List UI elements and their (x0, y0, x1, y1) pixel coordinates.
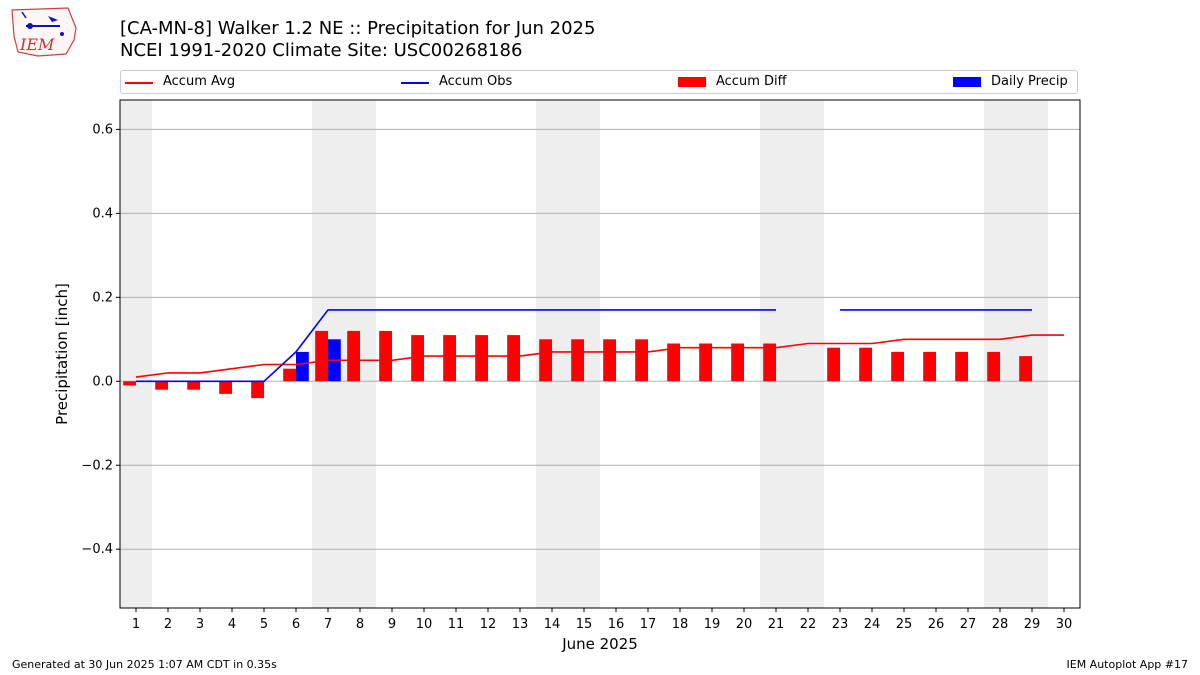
diff-bar-day-18 (667, 343, 680, 382)
weekend-band-1 (120, 100, 152, 608)
diff-bar-day-2 (155, 381, 168, 390)
diff-bar-day-8 (347, 330, 360, 382)
accum-obs-line-segment-0 (136, 309, 776, 383)
diff-bar-day-6 (283, 368, 296, 382)
diff-bar-day-1 (123, 381, 136, 386)
diff-bar-day-25 (891, 351, 904, 382)
legend-box-daily (953, 77, 981, 87)
diff-bar-day-14 (539, 339, 552, 382)
diff-bar-day-24 (859, 347, 872, 382)
iem-logo: IEM (11, 7, 77, 57)
title-line-2: NCEI 1991-2020 Climate Site: USC00268186 (120, 40, 523, 61)
daily-bar-day-6 (296, 351, 309, 382)
x-tick-label-17: 17 (640, 617, 657, 632)
x-tick-label-21: 21 (768, 617, 785, 632)
legend-label-obs: Accum Obs (439, 74, 513, 89)
x-tick-label-18: 18 (672, 617, 689, 632)
x-tick-label-27: 27 (960, 617, 977, 632)
y-axis-label: Precipitation [inch] (53, 283, 71, 425)
x-tick-label-19: 19 (704, 617, 721, 632)
diff-bar-day-4 (219, 381, 232, 394)
diff-bar-day-5 (251, 381, 264, 399)
accum-avg-line-segment-0 (135, 334, 1064, 378)
diff-bar-day-29 (1019, 356, 1032, 382)
x-tick-label-14: 14 (544, 617, 561, 632)
x-tick-label-25: 25 (896, 617, 913, 632)
x-tick-label-2: 2 (164, 617, 172, 632)
x-tick-label-3: 3 (196, 617, 204, 632)
x-tick-label-24: 24 (864, 617, 881, 632)
x-tick-label-23: 23 (832, 617, 849, 632)
x-tick-label-13: 13 (512, 617, 529, 632)
legend-line-obs (401, 82, 429, 84)
y-tick-label: 0.2 (92, 290, 113, 305)
diff-bar-day-15 (571, 339, 584, 382)
x-tick-label-11: 11 (448, 617, 465, 632)
y-tick-label: −0.2 (81, 458, 113, 473)
x-axis-label: June 2025 (561, 635, 638, 653)
footer-generated: Generated at 30 Jun 2025 1:07 AM CDT in … (12, 658, 277, 671)
x-tick-label-7: 7 (324, 617, 332, 632)
x-tick-label-6: 6 (292, 617, 300, 632)
diff-bar-day-9 (379, 330, 392, 382)
x-tick-label-29: 29 (1024, 617, 1041, 632)
x-tick-label-4: 4 (228, 617, 236, 632)
x-tick-label-9: 9 (388, 617, 396, 632)
x-tick-label-10: 10 (416, 617, 433, 632)
weekend-band-29 (1016, 100, 1048, 608)
x-tick-label-20: 20 (736, 617, 753, 632)
y-tick-label: 0.6 (92, 122, 113, 137)
diff-bar-day-19 (699, 343, 712, 382)
x-tick-label-16: 16 (608, 617, 625, 632)
diff-bar-day-7 (315, 330, 328, 382)
x-tick-label-22: 22 (800, 617, 817, 632)
x-tick-label-8: 8 (356, 617, 364, 632)
x-tick-label-28: 28 (992, 617, 1009, 632)
diff-bar-day-20 (731, 343, 744, 382)
diff-bar-day-3 (187, 381, 200, 390)
diff-bar-day-28 (987, 351, 1000, 382)
diff-bar-day-26 (923, 351, 936, 382)
diff-bar-day-21 (763, 343, 776, 382)
y-tick-label: 0.4 (92, 206, 113, 221)
diff-bar-day-27 (955, 351, 968, 382)
diff-bar-day-12 (475, 335, 488, 382)
chart-title: [CA-MN-8] Walker 1.2 NE :: Precipitation… (120, 18, 595, 62)
plot-frame (119, 99, 1081, 609)
title-line-1: [CA-MN-8] Walker 1.2 NE :: Precipitation… (120, 18, 596, 39)
diff-bar-day-13 (507, 335, 520, 382)
legend-label-daily: Daily Precip (991, 74, 1068, 89)
x-tick-label-15: 15 (576, 617, 593, 632)
legend-label-avg: Accum Avg (163, 74, 236, 89)
diff-bar-day-16 (603, 339, 616, 382)
y-tick-label: 0.0 (92, 374, 113, 389)
diff-bar-day-10 (411, 335, 424, 382)
x-tick-label-30: 30 (1056, 617, 1073, 632)
legend-label-diff: Accum Diff (716, 74, 787, 89)
x-tick-label-5: 5 (260, 617, 268, 632)
legend-box-diff (678, 77, 706, 87)
chart-legend: Accum Avg Accum Obs Accum Diff Daily Pre… (120, 70, 1078, 94)
diff-bar-day-11 (443, 335, 456, 382)
x-tick-label-1: 1 (132, 617, 140, 632)
logo-text: IEM (19, 35, 55, 54)
legend-line-avg (125, 82, 153, 84)
x-tick-label-12: 12 (480, 617, 497, 632)
footer-app: IEM Autoplot App #17 (1066, 658, 1189, 671)
y-tick-label: −0.4 (81, 542, 113, 557)
diff-bar-day-17 (635, 339, 648, 382)
x-tick-label-26: 26 (928, 617, 945, 632)
weekend-band-22 (792, 100, 824, 608)
diff-bar-day-23 (827, 347, 840, 382)
